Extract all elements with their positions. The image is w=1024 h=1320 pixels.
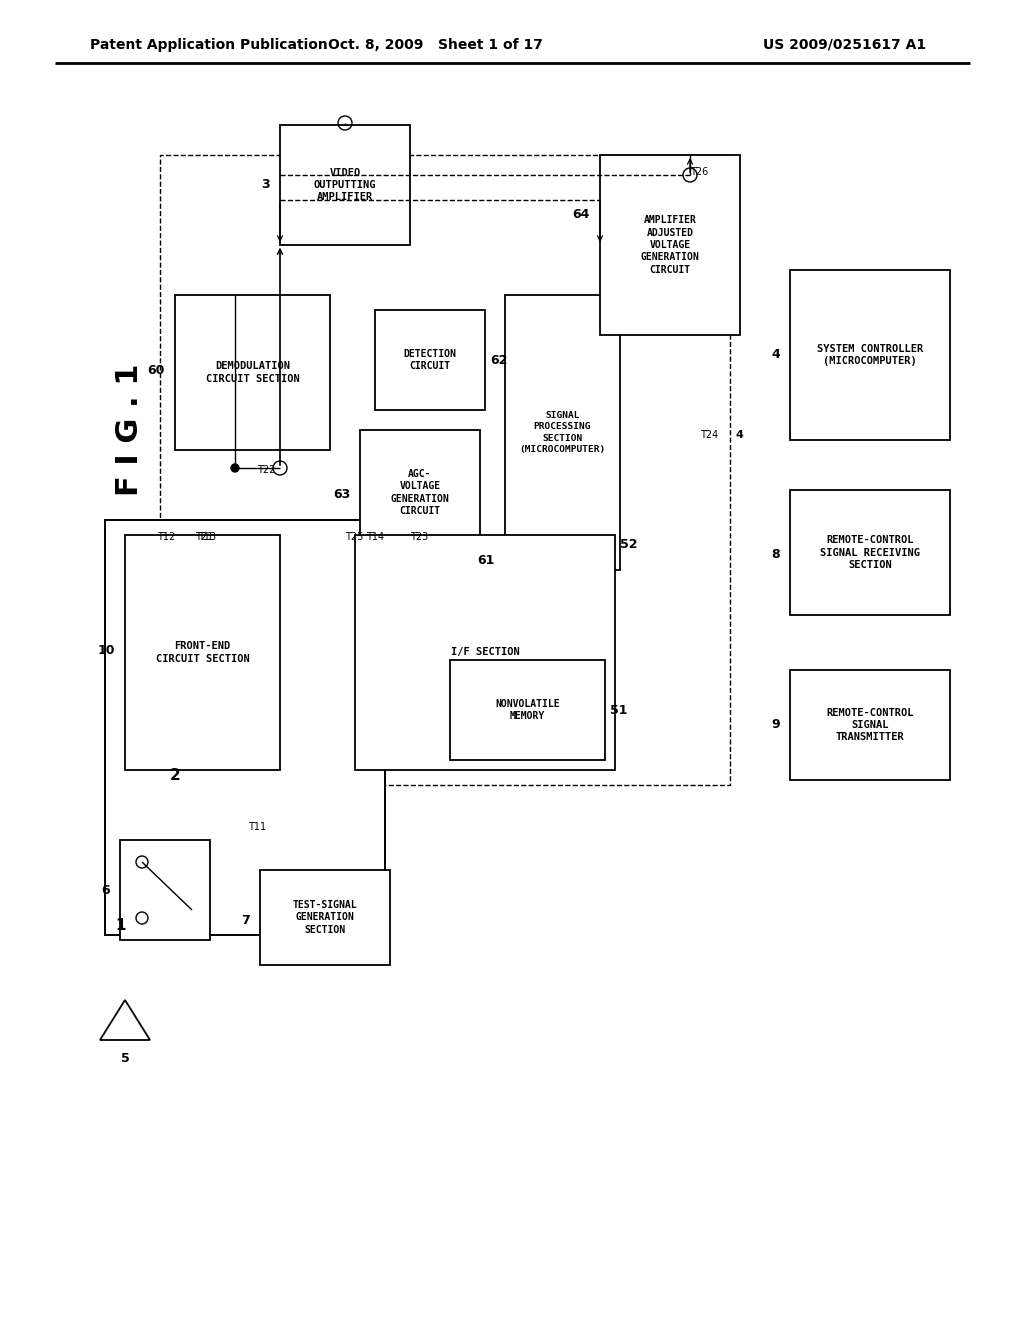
Text: T12: T12 — [157, 532, 175, 543]
Text: Oct. 8, 2009   Sheet 1 of 17: Oct. 8, 2009 Sheet 1 of 17 — [328, 38, 543, 51]
Text: VIDEO
OUTPUTTING
AMPLIFIER: VIDEO OUTPUTTING AMPLIFIER — [313, 168, 376, 202]
Text: TEST-SIGNAL
GENERATION
SECTION: TEST-SIGNAL GENERATION SECTION — [293, 900, 357, 935]
Text: REMOTE-CONTROL
SIGNAL
TRANSMITTER: REMOTE-CONTROL SIGNAL TRANSMITTER — [826, 708, 913, 742]
Bar — [120, 840, 210, 940]
Text: SIGNAL
PROCESSING
SECTION
(MICROCOMPUTER): SIGNAL PROCESSING SECTION (MICROCOMPUTER… — [519, 412, 605, 454]
Bar — [450, 660, 605, 760]
Bar — [375, 310, 485, 411]
Text: 61: 61 — [477, 553, 495, 566]
Text: T14: T14 — [366, 532, 384, 543]
Text: T21: T21 — [195, 532, 213, 543]
Text: 60: 60 — [147, 363, 165, 376]
Bar — [125, 535, 280, 770]
Text: 51: 51 — [610, 704, 628, 717]
Text: REMOTE-CONTROL
SIGNAL RECEIVING
SECTION: REMOTE-CONTROL SIGNAL RECEIVING SECTION — [820, 535, 920, 570]
Text: AMPLIFIER
ADJUSTED
VOLTAGE
GENERATION
CIRCUIT: AMPLIFIER ADJUSTED VOLTAGE GENERATION CI… — [641, 215, 699, 275]
Text: AGC-
VOLTAGE
GENERATION
CIRCUIT: AGC- VOLTAGE GENERATION CIRCUIT — [390, 469, 450, 516]
Text: Patent Application Publication: Patent Application Publication — [90, 38, 328, 51]
Text: 10: 10 — [97, 644, 115, 656]
Bar — [260, 870, 390, 965]
Text: 3: 3 — [261, 178, 270, 191]
Text: T11: T11 — [248, 822, 266, 832]
Bar — [790, 490, 950, 615]
Text: 1: 1 — [115, 917, 126, 932]
Text: SYSTEM CONTROLLER
(MICROCOMPUTER): SYSTEM CONTROLLER (MICROCOMPUTER) — [817, 343, 923, 366]
Bar — [160, 154, 730, 785]
Text: T24: T24 — [700, 430, 718, 440]
Text: T23: T23 — [410, 532, 428, 543]
Bar — [105, 520, 385, 935]
Bar — [790, 271, 950, 440]
Bar — [355, 535, 615, 770]
Text: 52: 52 — [620, 539, 638, 552]
Bar — [600, 154, 740, 335]
Text: 6: 6 — [101, 883, 110, 896]
Circle shape — [231, 465, 239, 473]
Text: DEMODULATION
CIRCUIT SECTION: DEMODULATION CIRCUIT SECTION — [206, 362, 299, 384]
Bar — [175, 294, 330, 450]
Text: NONVOLATILE
MEMORY: NONVOLATILE MEMORY — [496, 698, 560, 721]
Text: T13: T13 — [198, 532, 216, 543]
Text: 2: 2 — [170, 767, 181, 783]
Text: 7: 7 — [242, 913, 250, 927]
Text: US 2009/0251617 A1: US 2009/0251617 A1 — [764, 38, 927, 51]
Text: T25: T25 — [345, 532, 364, 543]
Bar — [505, 294, 620, 570]
Text: I/F SECTION: I/F SECTION — [451, 648, 519, 657]
Text: 5: 5 — [121, 1052, 129, 1064]
Text: T22: T22 — [257, 465, 275, 475]
Text: DETECTION
CIRCUIT: DETECTION CIRCUIT — [403, 348, 457, 371]
Text: 4: 4 — [735, 430, 742, 440]
Text: FRONT-END
CIRCUIT SECTION: FRONT-END CIRCUIT SECTION — [156, 642, 250, 664]
Text: 64: 64 — [572, 209, 590, 222]
Bar — [280, 125, 410, 246]
Bar — [360, 430, 480, 554]
Text: F I G . 1: F I G . 1 — [115, 364, 144, 496]
Bar — [790, 671, 950, 780]
Text: T26: T26 — [690, 168, 709, 177]
Text: 4: 4 — [771, 348, 780, 362]
Text: 8: 8 — [771, 549, 780, 561]
Text: 63: 63 — [333, 488, 350, 502]
Text: 9: 9 — [771, 718, 780, 731]
Text: 62: 62 — [490, 354, 507, 367]
